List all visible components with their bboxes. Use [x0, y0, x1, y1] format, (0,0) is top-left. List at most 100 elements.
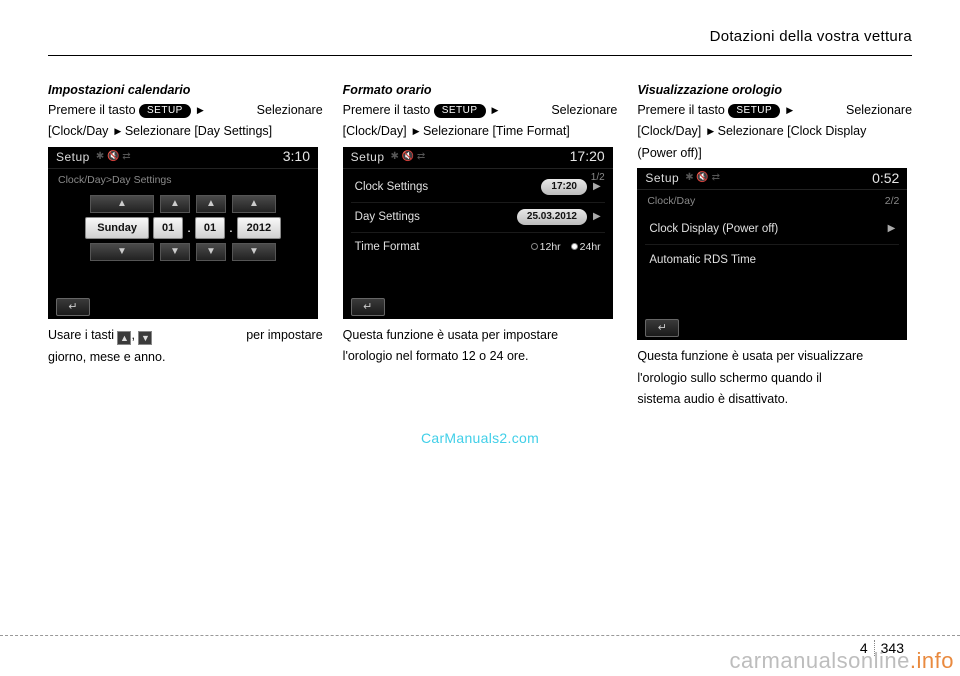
menu-row-clock-display: Clock Display (Power off) ▶ [645, 215, 899, 245]
arrow-icon: ▶ [194, 105, 203, 115]
radio-label: 12hr [540, 241, 561, 253]
arrow-icon: ▶ [489, 105, 498, 115]
dev-breadcrumb: Clock/Day>Day Settings [48, 169, 318, 194]
status-icons: ✱ 🔇 ⇄ [96, 150, 131, 164]
text-line: Premere il tasto SETUP ▶ Selezionare [48, 102, 323, 120]
radio-off-icon [531, 243, 538, 250]
row-label: Automatic RDS Time [649, 252, 895, 268]
setup-button-graphic: SETUP [434, 104, 486, 118]
text-line: Premere il tasto SETUP ▶ Selezionare [637, 102, 912, 120]
column-1: Impostazioni calendario Premere il tasto… [48, 82, 323, 413]
text-line: Questa funzione è usata per visualizzare [637, 348, 912, 366]
text-line: Premere il tasto SETUP ▶ Selezionare [343, 102, 618, 120]
text: per impostare [246, 327, 322, 345]
text-line: sistema audio è disattivato. [637, 391, 912, 409]
menu-row-rds-time: Automatic RDS Time [645, 245, 899, 275]
down-key-icon: ▼ [138, 331, 152, 345]
dev-title: Setup [351, 149, 385, 166]
text-line: [Clock/Day] ▶ Selezionare [Clock Display [637, 123, 912, 141]
text: Selezionare [Clock Display [718, 124, 867, 138]
section-title-calendar: Impostazioni calendario [48, 82, 323, 100]
spinner-up: ▲ [90, 195, 154, 213]
section-title-timeformat: Formato orario [343, 82, 618, 100]
spinner-up: ▲ [160, 195, 190, 213]
back-button: ↵ [351, 298, 385, 316]
text-line: Questa funzione è usata per impostare [343, 327, 618, 345]
arrow-icon: ▶ [784, 105, 793, 115]
spinner-down: ▼ [160, 243, 190, 261]
dev-title: Setup [645, 170, 679, 187]
arrow-icon: ▶ [410, 126, 419, 136]
device-screenshot-day-settings: Setup ✱ 🔇 ⇄ 3:10 Clock/Day>Day Settings … [48, 147, 318, 319]
spinner-up: ▲ [196, 195, 226, 213]
text-line: [Clock/Day] ▶ Selezionare [Time Format] [343, 123, 618, 141]
footer-dashed-rule [0, 635, 960, 636]
text: [Clock/Day [48, 124, 108, 138]
text-line: l'orologio nel formato 12 o 24 ore. [343, 348, 618, 366]
header-rule [48, 55, 912, 56]
spinner-down: ▼ [232, 243, 276, 261]
text: Premere il tasto [48, 103, 139, 117]
page-indicator: 2/2 [885, 194, 900, 209]
wm-text-info: .info [910, 648, 954, 673]
menu-row-time-format: Time Format 12hr 24hr [351, 233, 605, 263]
dev-clock: 3:10 [283, 147, 310, 167]
radio-on-icon [571, 243, 578, 250]
up-key-icon: ▲ [117, 331, 131, 345]
text-line: (Power off)] [637, 145, 912, 163]
watermark-carmanuals2: CarManuals2.com [421, 430, 539, 446]
column-3: Visualizzazione orologio Premere il tast… [637, 82, 912, 413]
wm-text: carmanualsonline [729, 648, 909, 673]
text: Premere il tasto [637, 103, 728, 117]
radio-label: 24hr [580, 241, 601, 253]
page-header: Dotazioni della vostra vettura [48, 28, 912, 51]
spinner-mm: 01 [195, 217, 225, 239]
section-title-clock-display: Visualizzazione orologio [637, 82, 912, 100]
text-line: l'orologio sullo schermo quando il [637, 370, 912, 388]
dev-clock: 17:20 [570, 147, 605, 167]
text: Usare i tasti [48, 328, 117, 342]
row-label: Day Settings [355, 209, 517, 225]
device-screenshot-clock-display: Setup ✱ 🔇 ⇄ 0:52 Clock/Day 2/2 Clock Dis… [637, 168, 907, 340]
spinner-dd: 01 [153, 217, 183, 239]
status-icons: ✱ 🔇 ⇄ [391, 150, 426, 164]
text: [Clock/Day] [637, 124, 701, 138]
text: Selezionare [257, 102, 323, 120]
page-indicator: 1/2 [591, 171, 605, 185]
text: Selezionare [Day Settings] [125, 124, 272, 138]
spinner-weekday: Sunday [85, 217, 149, 239]
text-line: [Clock/Day ▶ Selezionare [Day Settings] [48, 123, 323, 141]
spinner-down: ▼ [196, 243, 226, 261]
setup-button-graphic: SETUP [139, 104, 191, 118]
arrow-icon: ▶ [705, 126, 714, 136]
row-value: 25.03.2012 [517, 209, 587, 225]
text: Selezionare [846, 102, 912, 120]
back-button: ↵ [645, 319, 679, 337]
text: Selezionare [551, 102, 617, 120]
text: Selezionare [Time Format] [423, 124, 570, 138]
chevron-right-icon: ▶ [888, 222, 896, 236]
arrow-icon: ▶ [112, 126, 121, 136]
row-value: 17:20 [541, 179, 587, 195]
text: Premere il tasto [343, 103, 434, 117]
watermark-carmanualsonline: carmanualsonline.info [723, 646, 960, 676]
dev-breadcrumb: Clock/Day 2/2 [637, 190, 907, 215]
device-screenshot-time-format: Setup ✱ 🔇 ⇄ 17:20 1/2 Clock Settings 17:… [343, 147, 613, 319]
spinner-yyyy: 2012 [237, 217, 281, 239]
chevron-right-icon: ▶ [593, 210, 601, 224]
text: [Clock/Day] [343, 124, 407, 138]
status-icons: ✱ 🔇 ⇄ [685, 171, 720, 185]
column-2: Formato orario Premere il tasto SETUP ▶ … [343, 82, 618, 413]
row-label: Clock Settings [355, 179, 542, 195]
text-line: giorno, mese e anno. [48, 349, 323, 367]
dev-title: Setup [56, 149, 90, 166]
row-label: Time Format [355, 239, 531, 255]
setup-button-graphic: SETUP [728, 104, 780, 118]
back-button: ↵ [56, 298, 90, 316]
menu-row-day-settings: Day Settings 25.03.2012 ▶ [351, 203, 605, 233]
dev-clock: 0:52 [872, 169, 899, 189]
dot: . [229, 218, 233, 238]
spinner-down: ▼ [90, 243, 154, 261]
dot: . [187, 218, 191, 238]
row-label: Clock Display (Power off) [649, 221, 887, 237]
